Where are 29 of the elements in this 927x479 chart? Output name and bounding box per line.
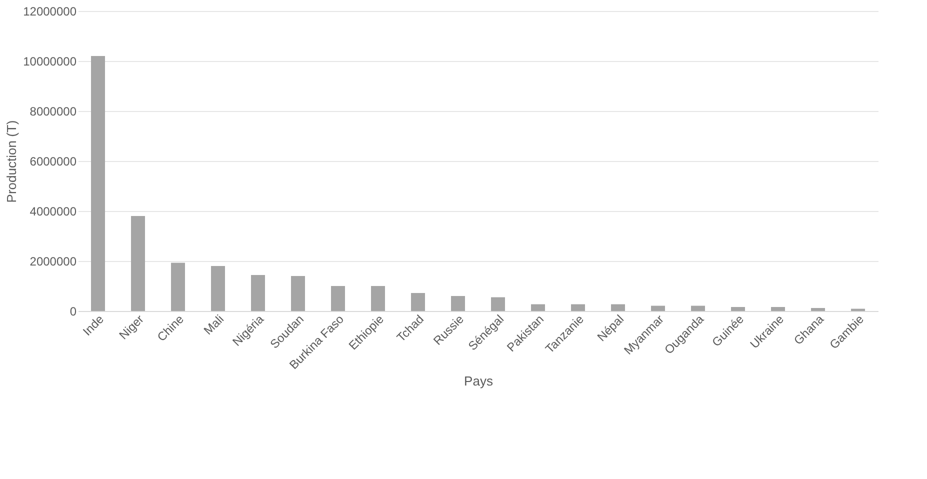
bar [491,297,505,311]
y-tick-label: 8000000 [30,104,77,118]
bar [611,304,625,311]
bar [411,293,425,311]
y-axis-title: Production (T) [4,120,20,203]
y-tick-label: 0 [70,304,77,318]
bar [771,307,785,311]
bar [91,56,105,311]
bar [811,308,825,311]
bar [691,306,705,311]
bar [651,306,665,311]
y-tick-label: 10000000 [23,54,77,68]
bar [571,304,585,311]
x-tick-label: Inde [80,312,107,339]
bar [251,275,265,311]
bar [211,266,225,311]
bar [331,286,345,311]
bar [531,304,545,311]
bar [731,307,745,311]
bar [291,276,305,311]
x-axis-title: Pays [464,373,494,388]
bar [171,262,185,311]
bar [451,296,465,311]
y-tick-label: 4000000 [30,204,77,218]
y-tick-label: 12000000 [23,4,77,18]
bar [371,286,385,311]
y-tick-label: 2000000 [30,254,77,268]
y-tick-label: 6000000 [30,154,77,168]
bar [131,216,145,311]
